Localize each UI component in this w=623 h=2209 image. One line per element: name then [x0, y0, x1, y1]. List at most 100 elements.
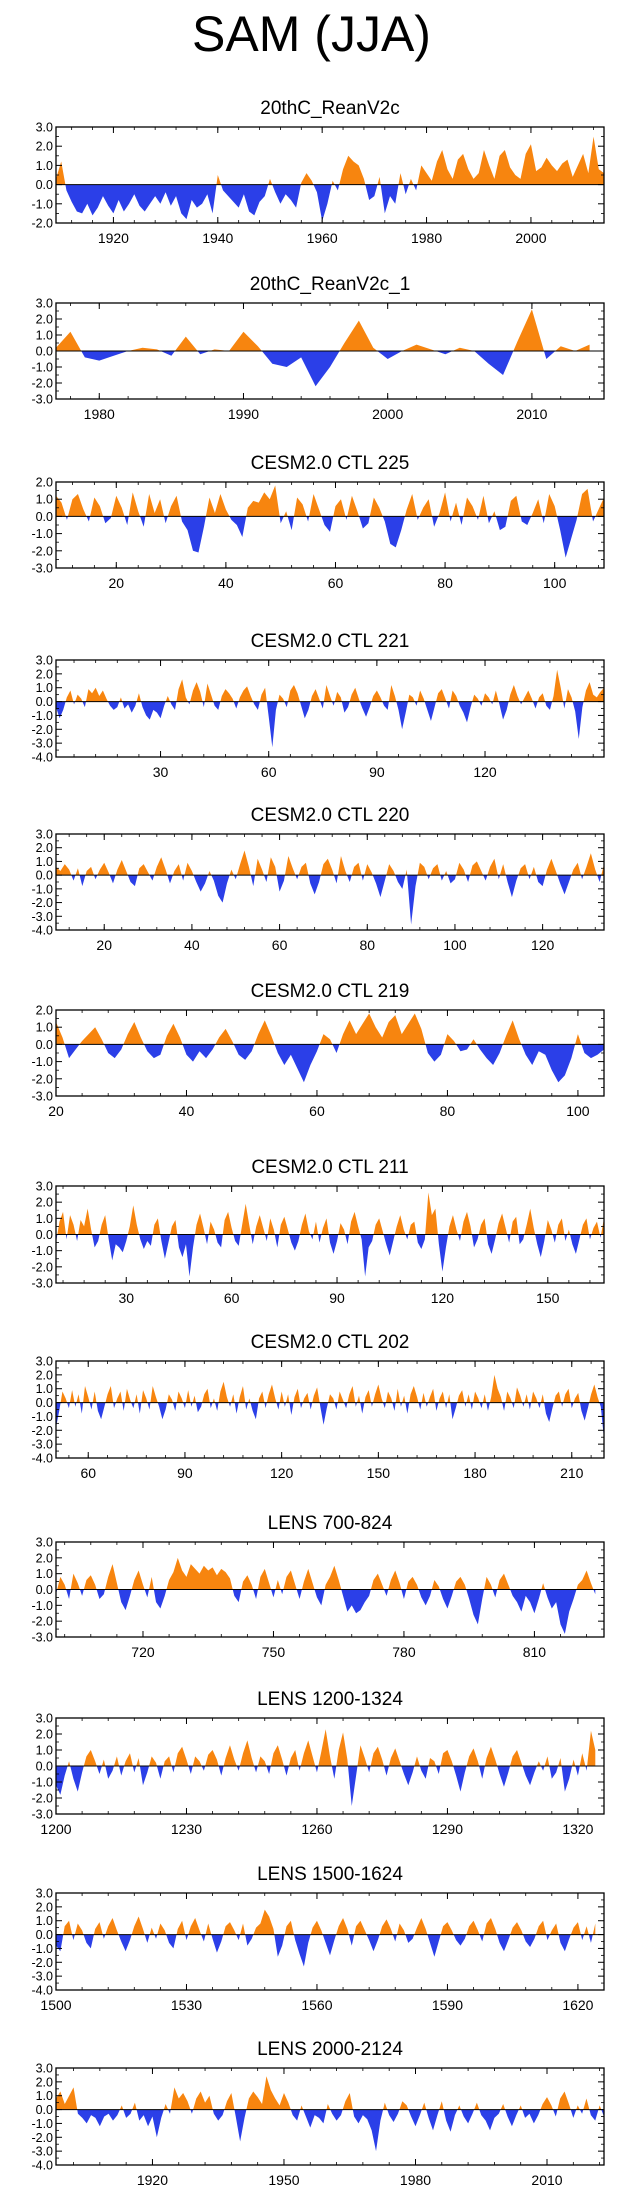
y-tick-label: -3.0 — [31, 562, 53, 576]
y-tick-label: -3.0 — [31, 1277, 53, 1291]
y-tick-label: 1.0 — [36, 1021, 53, 1035]
y-tick-label: 1.0 — [36, 1212, 53, 1226]
x-tick-label: 80 — [437, 575, 453, 591]
y-tick-label: -4.0 — [31, 924, 53, 938]
negative-area — [56, 516, 604, 558]
y-tick-label: 1.0 — [36, 1914, 53, 1928]
x-tick-label: 1920 — [98, 230, 129, 246]
x-tick-label: 720 — [131, 1644, 155, 1660]
x-tick-label: 120 — [431, 1290, 455, 1306]
y-tick-label: -3.0 — [31, 737, 53, 751]
chart-title: 20thC_ReanV2c_1 — [250, 274, 411, 295]
y-tick-label: -3.0 — [31, 1090, 53, 1104]
y-tick-label: -2.0 — [31, 377, 53, 391]
y-tick-label: -2.0 — [31, 723, 53, 737]
positive-area — [56, 1192, 604, 1235]
positive-area — [56, 1729, 596, 1766]
y-tick-label: 0.0 — [36, 178, 53, 192]
y-tick-label: 1.0 — [36, 159, 53, 173]
chart-title: CESM2.0 CTL 211 — [251, 1157, 408, 1178]
x-tick-label: 90 — [329, 1290, 345, 1306]
x-tick-label: 1980 — [84, 406, 115, 422]
x-tick-label: 2000 — [372, 406, 403, 422]
y-tick-label: 0.0 — [36, 1760, 53, 1774]
x-tick-label: 1620 — [562, 1997, 593, 2013]
y-tick-label: -1.0 — [31, 1410, 53, 1424]
y-tick-label: -4.0 — [31, 751, 53, 765]
x-tick-label: 40 — [179, 1103, 195, 1119]
y-tick-label: -2.0 — [31, 1424, 53, 1438]
x-tick-label: 1560 — [301, 1997, 332, 2013]
positive-area — [56, 485, 604, 517]
positive-area — [56, 1013, 604, 1045]
negative-area — [56, 1589, 596, 1634]
x-tick-label: 60 — [328, 575, 344, 591]
x-tick-label: 120 — [270, 1465, 294, 1481]
y-tick-label: -4.0 — [31, 1984, 53, 1998]
y-tick-label: -3.0 — [31, 2145, 53, 2159]
y-tick-label: 3.0 — [36, 2062, 53, 2076]
y-tick-label: -1.0 — [31, 361, 53, 375]
y-tick-label: -2.0 — [31, 896, 53, 910]
x-tick-label: 20 — [48, 1103, 64, 1119]
y-tick-label: -4.0 — [31, 2159, 53, 2173]
y-tick-label: -3.0 — [31, 1970, 53, 1984]
negative-area — [56, 1044, 604, 1083]
y-tick-label: -3.0 — [31, 1808, 53, 1822]
y-tick-label: -4.0 — [31, 1452, 53, 1466]
x-tick-label: 40 — [218, 575, 234, 591]
chart-title: CESM2.0 CTL 219 — [251, 981, 410, 1002]
y-tick-label: -1.0 — [31, 1055, 53, 1069]
plot-frame — [55, 1360, 605, 1459]
y-tick-label: 0.0 — [36, 1583, 53, 1597]
x-tick-label: 1920 — [137, 2172, 168, 2188]
y-tick-label: 0.0 — [36, 869, 53, 883]
x-tick-label: 60 — [261, 764, 277, 780]
y-tick-label: 0.0 — [36, 1228, 53, 1242]
y-tick-label: -2.0 — [31, 1260, 53, 1274]
x-tick-label: 2000 — [515, 230, 546, 246]
x-tick-label: 60 — [309, 1103, 325, 1119]
x-tick-label: 120 — [531, 937, 555, 953]
x-tick-label: 150 — [367, 1465, 391, 1481]
positive-area — [56, 1557, 596, 1590]
x-tick-label: 180 — [463, 1465, 487, 1481]
plot-frame — [55, 1009, 605, 1097]
chart-panel-2: 20thC_ReanV2c_1 3.0 2.0 1.0 0.0 -1.0 -2.0 -3.0 1… — [31, 274, 605, 422]
negative-area — [56, 1934, 596, 1967]
y-tick-label: 2.0 — [36, 1728, 53, 1742]
x-tick-label: 90 — [369, 764, 385, 780]
x-tick-label: 100 — [543, 575, 567, 591]
y-tick-label: 2.0 — [36, 313, 53, 327]
positive-area — [56, 309, 590, 351]
y-tick-label: 0.0 — [36, 695, 53, 709]
y-tick-label: 3.0 — [36, 1355, 53, 1369]
chart-title: CESM2.0 CTL 220 — [251, 805, 410, 826]
y-tick-label: 3.0 — [36, 1887, 53, 1901]
chart-panel-4: CESM2.0 CTL 221 3.02.01.00.0-1.0-2.0-3.0-… — [31, 631, 605, 780]
negative-area — [56, 1402, 604, 1439]
negative-area — [56, 1234, 604, 1277]
x-tick-label: 40 — [184, 937, 200, 953]
x-tick-label: 30 — [153, 764, 169, 780]
y-tick-label: 1.0 — [36, 855, 53, 869]
x-tick-label: 80 — [359, 937, 375, 953]
y-tick-label: 3.0 — [36, 1536, 53, 1550]
chart-title: LENS 1500-1624 — [257, 1864, 403, 1885]
chart-panel-12: LENS 2000-2124 3.02.01.00.0-1.0-2.0-3.0-4… — [31, 2039, 605, 2188]
y-tick-label: -1.0 — [31, 709, 53, 723]
y-tick-label: 0.0 — [36, 1396, 53, 1410]
x-tick-label: 1590 — [432, 1997, 463, 2013]
negative-area — [56, 701, 604, 748]
positive-area — [56, 1374, 604, 1403]
positive-area — [56, 136, 604, 185]
x-tick-label: 1320 — [562, 1821, 593, 1837]
negative-area — [56, 351, 590, 387]
x-tick-label: 1960 — [307, 230, 338, 246]
y-tick-label: -1.0 — [31, 1776, 53, 1790]
chart-panel-5: CESM2.0 CTL 220 3.02.01.00.0-1.0-2.0-3.0-… — [31, 805, 605, 953]
y-tick-label: 1.0 — [36, 493, 53, 507]
x-tick-label: 1530 — [171, 1997, 202, 2013]
y-tick-label: 0.0 — [36, 1038, 53, 1052]
y-tick-label: -1.0 — [31, 2117, 53, 2131]
